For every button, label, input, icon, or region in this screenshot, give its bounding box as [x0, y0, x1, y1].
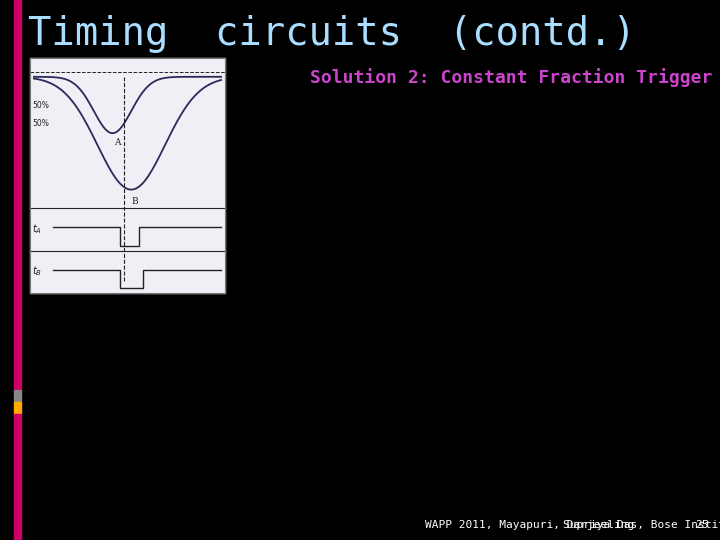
Text: $t_A$: $t_A$ [32, 222, 42, 237]
Bar [14, 0, 21, 390]
Text: Timing  circuits  (contd.): Timing circuits (contd.) [28, 15, 636, 53]
Text: WAPP 2011, Mayapuri, Darjeeling: WAPP 2011, Mayapuri, Darjeeling [425, 520, 634, 530]
Text: B: B [132, 197, 138, 206]
Bar [30, 58, 225, 293]
Bar [14, 402, 21, 414]
Text: A: A [114, 138, 120, 147]
Text: 50%: 50% [32, 100, 49, 110]
Bar [14, 414, 21, 540]
Bar [14, 390, 21, 402]
Bar [30, 58, 225, 293]
Text: Supriya Das, Bose Institute: Supriya Das, Bose Institute [563, 520, 720, 530]
Text: 25: 25 [695, 520, 708, 530]
Text: 50%: 50% [32, 119, 49, 129]
Text: Solution 2: Constant Fraction Trigger: Solution 2: Constant Fraction Trigger [310, 68, 712, 87]
Text: $t_B$: $t_B$ [32, 264, 42, 278]
